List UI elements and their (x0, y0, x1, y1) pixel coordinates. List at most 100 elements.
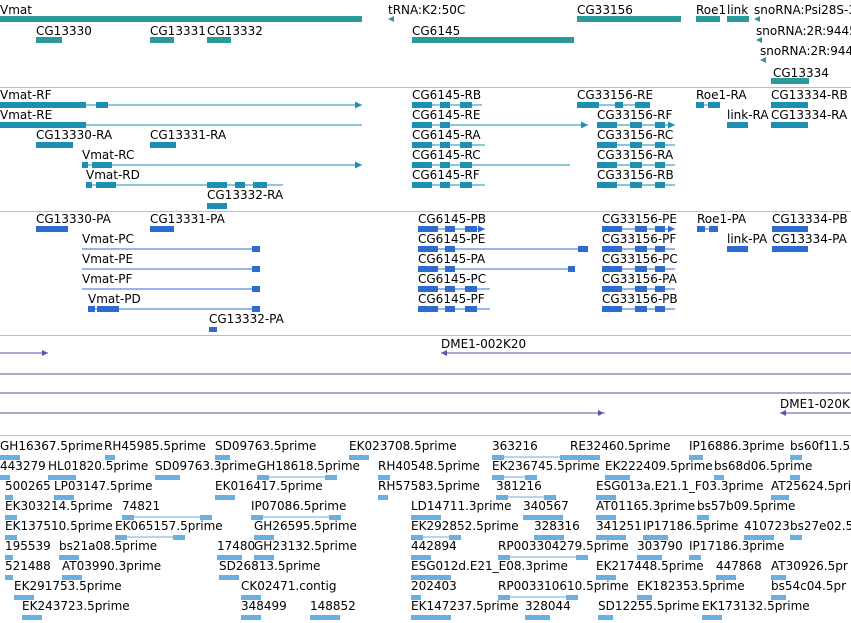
est-track-feature-label[interactable]: bs57b09.5prime (697, 499, 796, 513)
est-track-feature-label[interactable]: ESG012d.E21_E08.3prime (411, 559, 568, 573)
exon-block[interactable] (252, 286, 260, 292)
gene-track-feature-label[interactable]: tRNA:K2:50C (388, 3, 466, 17)
est-read[interactable] (525, 615, 550, 620)
cds-block[interactable] (209, 327, 217, 332)
est-read[interactable] (22, 615, 42, 620)
est-read[interactable] (689, 455, 703, 460)
est-track-feature-label[interactable]: HL01820.5prime (48, 459, 149, 473)
cds-block[interactable] (150, 226, 174, 232)
exon-block[interactable] (252, 266, 260, 272)
protein-track-feature-label[interactable]: Roe1-PA (697, 212, 747, 226)
gene-track-feature-label[interactable]: link (727, 3, 749, 17)
gene-track-feature-label[interactable]: CG13331 (150, 24, 206, 38)
est-track-feature-label[interactable]: SD26813.5prime (219, 559, 321, 573)
est-track-feature-label[interactable]: 348499 (241, 599, 287, 613)
transcript-track-feature-label[interactable]: CG33156-RF (597, 108, 673, 122)
transcript-track-feature-label[interactable]: CG6145-RC (412, 148, 481, 162)
est-track-feature-label[interactable]: 328316 (534, 519, 580, 533)
protein-track-feature-label[interactable]: CG13331-PA (150, 212, 225, 226)
est-track-feature-label[interactable]: 500265 (5, 479, 51, 493)
est-read[interactable] (534, 535, 564, 540)
protein-track-feature-label[interactable]: CG6145-PA (418, 252, 486, 266)
est-read[interactable] (5, 575, 13, 580)
est-read[interactable] (5, 555, 13, 560)
exon-block[interactable] (771, 102, 808, 108)
est-track-feature-label[interactable]: GH26595.5prime (254, 519, 357, 533)
transcript-track-feature-label[interactable]: CG6145-RF (412, 168, 480, 182)
gene-track-feature-label[interactable]: snoRNA:2R:9445 (756, 24, 851, 38)
clone-track-feature-label[interactable]: DME1-002K20 (441, 337, 527, 351)
exon-block[interactable] (630, 182, 642, 188)
est-track-feature-label[interactable]: IP07086.5prime (251, 499, 347, 513)
protein-track-feature-label[interactable]: CG33156-PB (602, 292, 678, 306)
est-read[interactable] (378, 475, 390, 480)
est-track-feature-label[interactable]: GH23132.5prime (254, 539, 357, 553)
est-track-feature-label[interactable]: RP003310610.5prime (498, 579, 629, 593)
est-track-feature-label[interactable]: RH40548.5prime (378, 459, 480, 473)
transcript-track-feature-label[interactable]: CG6145-RA (412, 128, 481, 142)
exon-block[interactable] (440, 102, 450, 108)
est-read[interactable] (492, 475, 504, 480)
exon-block[interactable] (697, 226, 705, 232)
exon-block[interactable] (597, 122, 617, 128)
protein-track-feature-label[interactable]: CG13334-PB (772, 212, 848, 226)
est-track-feature-label[interactable]: 74821 (122, 499, 161, 513)
exon-block[interactable] (465, 286, 477, 292)
exon-block[interactable] (655, 226, 665, 232)
est-track-feature-label[interactable]: EK243723.5prime (22, 599, 130, 613)
est-track-feature-label[interactable]: CK02471.contig (241, 579, 337, 593)
exon-block[interactable] (602, 286, 622, 292)
exon-block[interactable] (235, 182, 245, 188)
transcript-track-feature-label[interactable]: Vmat-RF (0, 88, 52, 102)
transcript-track-feature-label[interactable]: Vmat-RD (86, 168, 140, 182)
est-track-feature-label[interactable]: EK222409.5prime (605, 459, 713, 473)
est-read[interactable] (523, 515, 563, 520)
exon-block[interactable] (96, 182, 116, 188)
exon-block[interactable] (460, 142, 472, 148)
est-read[interactable] (790, 455, 802, 460)
est-read[interactable] (200, 515, 212, 520)
est-read[interactable] (48, 475, 76, 480)
est-read[interactable] (378, 495, 388, 500)
est-read[interactable] (702, 615, 722, 620)
gene-track-feature-label[interactable]: CG13330 (36, 24, 92, 38)
gene-track-feature-label[interactable]: CG33156 (577, 3, 633, 17)
transcript-track-feature-label[interactable]: CG6145-RB (412, 88, 482, 102)
gene-bar[interactable] (577, 16, 681, 22)
gene-bar[interactable] (207, 37, 231, 43)
est-track-feature-label[interactable]: EK016417.5prime (215, 479, 323, 493)
est-track-feature-label[interactable]: 148852 (310, 599, 356, 613)
exon-block[interactable] (418, 266, 438, 272)
est-read[interactable] (5, 515, 17, 520)
est-read[interactable] (790, 475, 800, 480)
exon-block[interactable] (440, 142, 450, 148)
est-track-feature-label[interactable]: 447868 (716, 559, 762, 573)
est-track-feature-label[interactable]: RP003304279.5prime (498, 539, 629, 553)
est-read[interactable] (105, 455, 115, 460)
est-read[interactable] (241, 595, 261, 600)
exon-block[interactable] (418, 226, 438, 232)
exon-block[interactable] (36, 142, 73, 148)
est-track-feature-label[interactable]: GH16367.5prime (0, 439, 103, 453)
est-read[interactable] (637, 555, 662, 560)
exon-block[interactable] (207, 203, 227, 209)
est-track-feature-label[interactable]: AT01165.3prime (596, 499, 696, 513)
gene-track-feature-label[interactable]: Vmat (0, 3, 32, 17)
est-track-feature-label[interactable]: AT03990.3prime (62, 559, 162, 573)
est-read[interactable] (411, 595, 421, 600)
exon-block[interactable] (92, 162, 112, 168)
est-track-feature-label[interactable]: IP17186.5prime (643, 519, 739, 533)
est-read[interactable] (570, 455, 600, 460)
exon-block[interactable] (602, 246, 622, 252)
est-read[interactable] (254, 535, 274, 540)
est-track-feature-label[interactable]: bs68d06.5prime (714, 459, 813, 473)
exon-block[interactable] (86, 182, 92, 188)
est-read[interactable] (566, 595, 578, 600)
exon-block[interactable] (568, 266, 575, 272)
exon-block[interactable] (655, 182, 665, 188)
exon-block[interactable] (418, 286, 438, 292)
exon-block[interactable] (655, 246, 665, 252)
exon-block[interactable] (445, 306, 455, 312)
exon-block[interactable] (96, 102, 108, 108)
est-read[interactable] (544, 495, 556, 500)
